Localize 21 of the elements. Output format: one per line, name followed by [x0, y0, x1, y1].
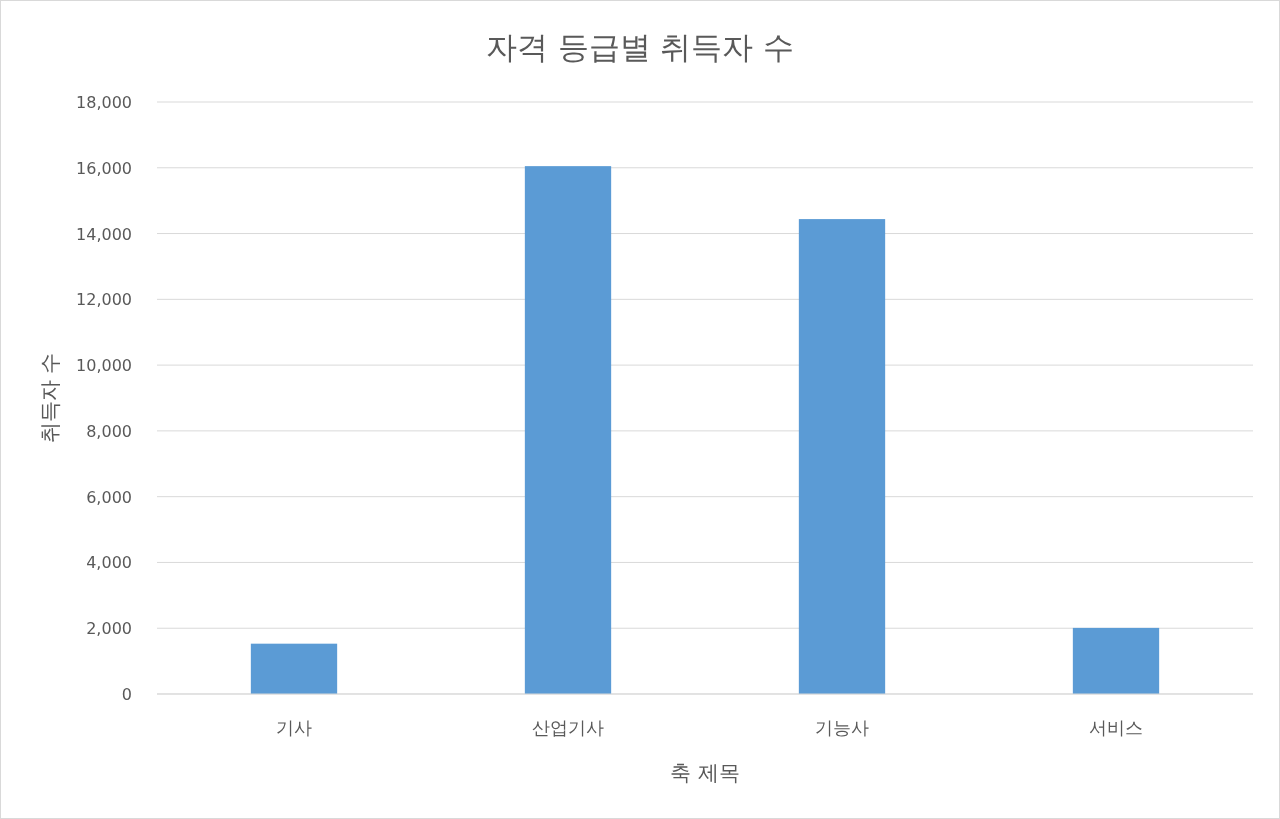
x-tick-label: 기사	[276, 717, 312, 738]
y-tick-label: 10,000	[76, 356, 132, 376]
chart-title: 자격 등급별 취득자 수	[485, 29, 795, 65]
y-tick-label: 12,000	[76, 290, 132, 310]
y-tick-label: 0	[121, 685, 132, 704]
y-tick-label: 16,000	[76, 158, 132, 178]
x-axis-title: 축 제목	[670, 761, 740, 785]
y-tick-label: 6,000	[86, 487, 132, 507]
y-tick-label: 2,000	[86, 619, 132, 639]
y-tick-label: 4,000	[86, 553, 132, 573]
bar	[798, 219, 886, 694]
y-tick-label: 18,000	[76, 93, 132, 112]
y-tick-label: 8,000	[86, 421, 132, 441]
y-tick-label: 14,000	[76, 224, 132, 244]
bar	[250, 643, 338, 694]
bar	[524, 166, 612, 694]
bar	[1072, 627, 1160, 694]
x-tick-label: 기능사	[815, 717, 869, 738]
x-tick-label: 서비스	[1089, 717, 1143, 738]
y-axis-title: 취득자 수	[38, 352, 62, 444]
x-tick-label: 산업기사	[532, 717, 604, 738]
